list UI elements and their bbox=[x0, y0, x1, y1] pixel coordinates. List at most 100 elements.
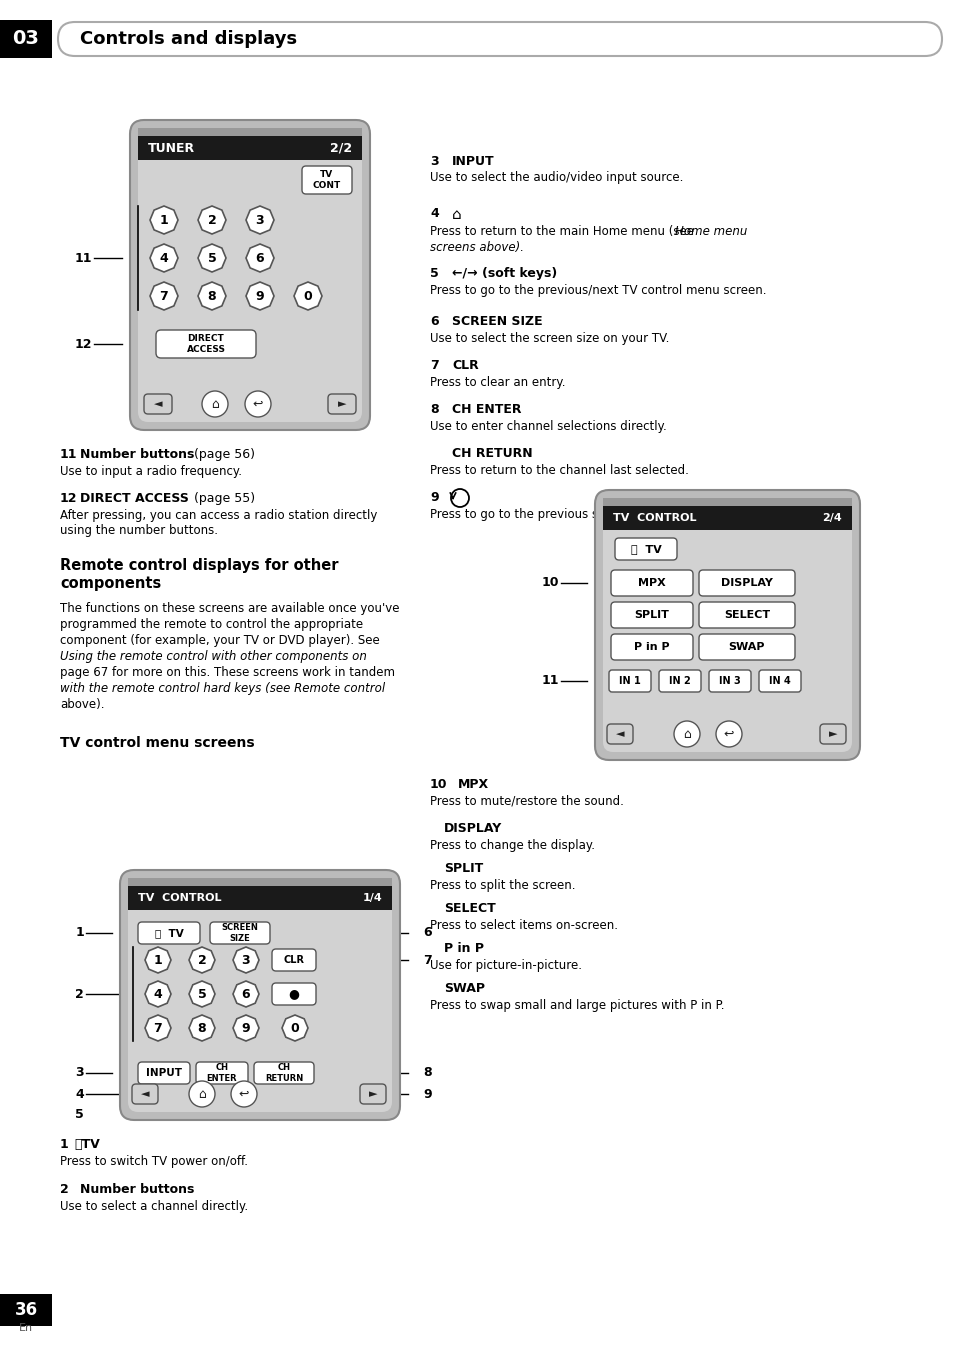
Text: Press to go to the previous/next TV control menu screen.: Press to go to the previous/next TV cont… bbox=[430, 284, 765, 297]
FancyBboxPatch shape bbox=[759, 670, 801, 692]
FancyBboxPatch shape bbox=[610, 602, 692, 629]
FancyBboxPatch shape bbox=[138, 128, 361, 423]
Text: 7: 7 bbox=[430, 359, 438, 371]
Text: 1: 1 bbox=[159, 214, 168, 226]
Text: (page 55): (page 55) bbox=[190, 493, 254, 505]
Text: DIRECT ACCESS: DIRECT ACCESS bbox=[80, 493, 189, 505]
Polygon shape bbox=[150, 244, 178, 272]
Text: After pressing, you can access a radio station directly: After pressing, you can access a radio s… bbox=[60, 509, 377, 522]
FancyBboxPatch shape bbox=[699, 602, 794, 629]
Text: ↩: ↩ bbox=[253, 397, 263, 411]
Text: 3: 3 bbox=[430, 155, 438, 168]
Text: 4: 4 bbox=[75, 1088, 84, 1101]
Text: 2: 2 bbox=[208, 214, 216, 226]
Bar bbox=[138, 136, 361, 160]
Text: 8: 8 bbox=[208, 289, 216, 303]
Text: 8: 8 bbox=[423, 1066, 432, 1079]
Text: Press to swap small and large pictures with P in P.: Press to swap small and large pictures w… bbox=[430, 999, 723, 1012]
Text: 3: 3 bbox=[255, 214, 264, 226]
Text: IN 4: IN 4 bbox=[768, 676, 790, 686]
Text: 8: 8 bbox=[197, 1022, 206, 1035]
Text: 2/4: 2/4 bbox=[821, 513, 841, 524]
Text: MPX: MPX bbox=[638, 577, 665, 588]
Text: DISPLAY: DISPLAY bbox=[443, 822, 501, 835]
Bar bbox=[0, 20, 52, 58]
Text: Use to select the screen size on your TV.: Use to select the screen size on your TV… bbox=[430, 332, 669, 345]
Polygon shape bbox=[294, 283, 322, 310]
Text: 1: 1 bbox=[153, 953, 162, 966]
Polygon shape bbox=[198, 244, 226, 272]
Text: 1: 1 bbox=[75, 926, 84, 940]
FancyBboxPatch shape bbox=[615, 538, 677, 560]
Polygon shape bbox=[246, 206, 274, 234]
Text: CH
ENTER: CH ENTER bbox=[207, 1063, 237, 1082]
Text: using the number buttons.: using the number buttons. bbox=[60, 524, 218, 537]
Text: TV control menu screens: TV control menu screens bbox=[60, 736, 254, 750]
Text: Number buttons: Number buttons bbox=[80, 448, 194, 460]
Circle shape bbox=[245, 390, 271, 417]
Text: SPLIT: SPLIT bbox=[634, 610, 669, 621]
Text: 6: 6 bbox=[423, 926, 432, 940]
Text: Press to mute/restore the sound.: Press to mute/restore the sound. bbox=[430, 795, 623, 808]
Text: INPUT: INPUT bbox=[452, 155, 494, 168]
Bar bbox=[602, 498, 851, 506]
Text: SWAP: SWAP bbox=[443, 983, 484, 995]
Text: P in P: P in P bbox=[634, 642, 669, 651]
Text: Press to split the screen.: Press to split the screen. bbox=[430, 879, 575, 892]
Text: page 67 for more on this. These screens work in tandem: page 67 for more on this. These screens … bbox=[60, 666, 395, 678]
Text: ►: ► bbox=[337, 398, 346, 409]
Text: MPX: MPX bbox=[457, 778, 489, 791]
Text: 7: 7 bbox=[153, 1022, 162, 1035]
Text: 6: 6 bbox=[255, 252, 264, 265]
Text: En: En bbox=[19, 1323, 33, 1333]
FancyBboxPatch shape bbox=[210, 922, 270, 944]
FancyBboxPatch shape bbox=[328, 394, 355, 415]
Polygon shape bbox=[282, 1015, 308, 1040]
Text: ►: ► bbox=[369, 1089, 376, 1098]
Text: 11: 11 bbox=[541, 674, 558, 688]
Text: 03: 03 bbox=[12, 30, 39, 48]
Polygon shape bbox=[150, 206, 178, 234]
Text: 5: 5 bbox=[197, 988, 206, 1000]
Text: 11: 11 bbox=[60, 448, 77, 460]
FancyBboxPatch shape bbox=[120, 870, 399, 1120]
Text: Use to select the audio/video input source.: Use to select the audio/video input sour… bbox=[430, 171, 682, 184]
Text: CH
RETURN: CH RETURN bbox=[265, 1063, 303, 1082]
FancyBboxPatch shape bbox=[708, 670, 750, 692]
Text: ⌂: ⌂ bbox=[452, 207, 461, 222]
Text: DISPLAY: DISPLAY bbox=[720, 577, 772, 588]
Text: programmed the remote to control the appropriate: programmed the remote to control the app… bbox=[60, 618, 363, 631]
Text: 4: 4 bbox=[159, 252, 168, 265]
Text: 1: 1 bbox=[60, 1137, 69, 1151]
Text: IN 3: IN 3 bbox=[719, 676, 740, 686]
Text: screens above).: screens above). bbox=[430, 241, 523, 254]
FancyBboxPatch shape bbox=[138, 1062, 190, 1084]
Text: IN 2: IN 2 bbox=[668, 676, 690, 686]
Circle shape bbox=[716, 721, 741, 747]
FancyBboxPatch shape bbox=[820, 724, 845, 744]
FancyBboxPatch shape bbox=[128, 878, 392, 1112]
FancyBboxPatch shape bbox=[144, 394, 172, 415]
Text: 10: 10 bbox=[430, 778, 447, 791]
FancyBboxPatch shape bbox=[272, 949, 315, 970]
Text: ⌂: ⌂ bbox=[682, 727, 690, 740]
Polygon shape bbox=[246, 244, 274, 272]
Text: 6: 6 bbox=[430, 315, 438, 328]
Text: with the remote control hard keys (see Remote control: with the remote control hard keys (see R… bbox=[60, 682, 385, 695]
Text: ←/→ (soft keys): ←/→ (soft keys) bbox=[452, 267, 557, 280]
Text: Press to change the display.: Press to change the display. bbox=[430, 839, 595, 852]
Circle shape bbox=[202, 390, 228, 417]
Text: 2: 2 bbox=[197, 953, 206, 966]
Text: ◄: ◄ bbox=[153, 398, 162, 409]
FancyBboxPatch shape bbox=[595, 490, 859, 760]
Bar bbox=[0, 1294, 52, 1326]
Text: TUNER: TUNER bbox=[148, 141, 195, 155]
FancyBboxPatch shape bbox=[132, 1084, 158, 1104]
FancyBboxPatch shape bbox=[610, 634, 692, 660]
Circle shape bbox=[231, 1081, 256, 1106]
Text: TV  CONTROL: TV CONTROL bbox=[613, 513, 696, 524]
Text: ◄: ◄ bbox=[615, 730, 623, 739]
Text: 1/4: 1/4 bbox=[362, 892, 381, 903]
Text: ↩: ↩ bbox=[238, 1088, 249, 1101]
Text: 12: 12 bbox=[74, 338, 91, 350]
